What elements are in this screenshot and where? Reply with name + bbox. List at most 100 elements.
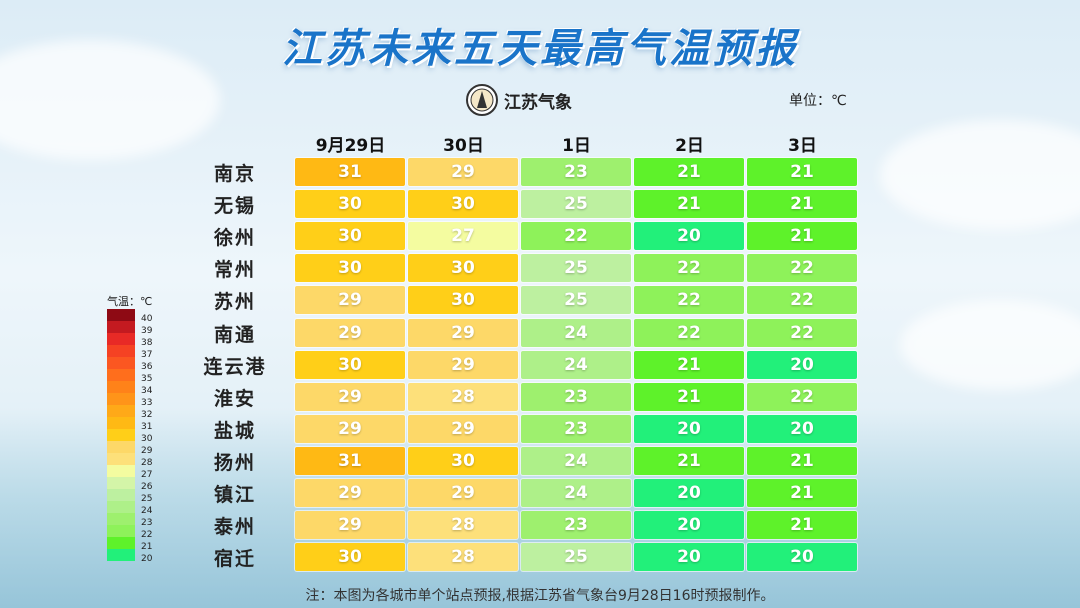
temperature-cell: 22	[747, 286, 857, 315]
legend-label: 39	[141, 326, 153, 336]
temperature-cell: 29	[295, 286, 405, 315]
temperature-cell: 29	[408, 479, 518, 507]
temperature-cell: 20	[747, 350, 857, 379]
background-cloud	[900, 300, 1080, 390]
temperature-cell: 21	[747, 446, 857, 475]
temperature-cell: 25	[521, 254, 631, 283]
legend-color-swatch	[107, 345, 135, 357]
legend-color-swatch	[107, 405, 135, 417]
legend-label: 30	[141, 434, 153, 444]
temperature-cell: 21	[634, 158, 744, 186]
temperature-cell: 29	[408, 318, 518, 347]
temperature-cell: 20	[634, 414, 744, 443]
temperature-cell: 30	[408, 446, 518, 475]
city-label: 南京	[213, 163, 256, 185]
temperature-cell: 30	[295, 543, 405, 572]
city-label: 常州	[213, 259, 256, 282]
temperature-cell: 22	[634, 254, 744, 283]
temperature-cell: 29	[295, 479, 405, 507]
city-label: 镇江	[213, 484, 256, 506]
temperature-cell: 24	[521, 350, 631, 379]
temperature-cell: 30	[295, 254, 405, 283]
legend-label: 23	[141, 518, 153, 528]
column-header: 30日	[443, 136, 484, 156]
column-header: 3日	[788, 136, 817, 156]
city-label: 盐城	[213, 419, 256, 442]
legend-color-swatch	[107, 381, 135, 393]
temperature-cell: 20	[634, 222, 744, 251]
city-label: 连云港	[203, 355, 267, 378]
legend-label: 21	[141, 542, 153, 552]
temperature-cell: 29	[295, 511, 405, 540]
temperature-cell: 21	[634, 382, 744, 411]
temperature-cell: 22	[747, 318, 857, 347]
legend-label: 37	[141, 350, 153, 360]
legend-color-swatch	[107, 501, 135, 513]
city-label: 淮安	[213, 387, 256, 410]
temperature-cell: 24	[521, 446, 631, 475]
legend-label: 35	[141, 374, 153, 384]
temperature-cell: 31	[295, 158, 405, 186]
legend-label: 36	[141, 362, 153, 372]
temperature-cell: 21	[747, 511, 857, 540]
temperature-cell: 28	[408, 511, 518, 540]
temperature-cell: 24	[521, 318, 631, 347]
temperature-cell: 29	[295, 414, 405, 443]
legend-color-swatch	[107, 333, 135, 345]
temperature-cell: 30	[408, 286, 518, 315]
temperature-cell: 23	[521, 158, 631, 186]
column-header: 2日	[675, 136, 704, 156]
legend-label: 38	[141, 338, 153, 348]
temperature-cell: 22	[747, 382, 857, 411]
temperature-cell: 28	[408, 543, 518, 572]
legend-label: 34	[141, 386, 153, 396]
temperature-cell: 29	[408, 158, 518, 186]
temperature-cell: 31	[295, 446, 405, 475]
legend-color-swatch	[107, 453, 135, 465]
city-label: 苏州	[213, 291, 256, 314]
temperature-cell: 30	[295, 222, 405, 251]
city-label: 扬州	[213, 451, 256, 474]
legend-color-swatch	[107, 309, 135, 321]
city-label: 宿迁	[213, 548, 256, 571]
city-label: 泰州	[213, 516, 256, 539]
city-label: 南通	[213, 323, 256, 346]
temperature-cell: 22	[521, 222, 631, 251]
city-label: 无锡	[213, 195, 256, 218]
background-cloud	[880, 120, 1080, 230]
legend-title: 气温：℃	[107, 295, 153, 308]
legend-label: 24	[141, 506, 153, 516]
temperature-cell: 27	[408, 222, 518, 251]
legend-label: 25	[141, 494, 153, 504]
temperature-cell: 30	[408, 190, 518, 219]
temperature-cell: 22	[634, 318, 744, 347]
legend-label: 20	[141, 554, 153, 564]
logo-text: 江苏气象	[504, 92, 572, 113]
legend-label: 33	[141, 398, 153, 408]
legend-color-swatch	[107, 357, 135, 369]
temperature-cell: 22	[634, 286, 744, 315]
temperature-cell: 21	[634, 190, 744, 219]
temperature-cell: 22	[747, 254, 857, 283]
page-title: 江苏未来五天最高气温预报	[282, 26, 798, 72]
legend-label: 32	[141, 410, 153, 420]
temperature-cell: 29	[408, 414, 518, 443]
legend-label: 29	[141, 446, 153, 456]
background-cloud	[0, 40, 220, 160]
legend-color-swatch	[107, 489, 135, 501]
brand-logo: 江苏气象	[466, 84, 572, 116]
legend-color-swatch	[107, 549, 135, 561]
temperature-cell: 21	[747, 222, 857, 251]
temperature-cell: 24	[521, 479, 631, 507]
temperature-cell: 20	[747, 543, 857, 572]
legend-color-swatch	[107, 513, 135, 525]
temperature-cell: 30	[408, 254, 518, 283]
temperature-cell: 23	[521, 382, 631, 411]
temperature-cell: 25	[521, 286, 631, 315]
legend-color-swatch	[107, 393, 135, 405]
temperature-cell: 20	[634, 479, 744, 507]
legend-color-swatch	[107, 537, 135, 549]
legend-label: 40	[141, 314, 153, 324]
temperature-cell: 25	[521, 190, 631, 219]
temperature-cell: 21	[747, 158, 857, 186]
